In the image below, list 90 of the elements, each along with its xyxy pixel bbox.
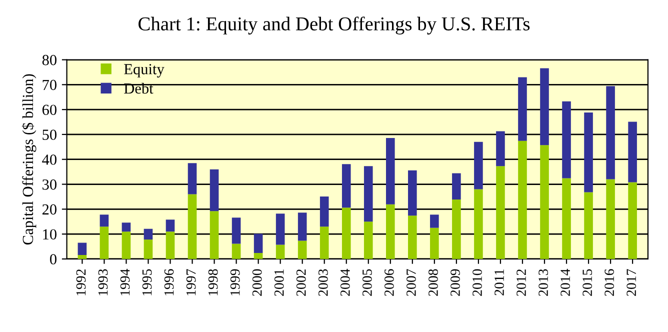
bar	[364, 222, 373, 259]
x-tick-label: 2002	[296, 269, 306, 296]
bar	[320, 196, 329, 227]
bar	[78, 242, 87, 255]
bar	[342, 164, 351, 208]
bar	[408, 216, 417, 259]
bar	[430, 228, 439, 259]
bar	[584, 192, 593, 259]
y-tick-label: 20	[42, 204, 56, 215]
bar	[430, 214, 439, 228]
legend-label: Equity	[124, 64, 164, 78]
bar	[386, 204, 395, 259]
bar	[628, 122, 637, 182]
bar	[122, 232, 131, 259]
bar	[298, 212, 307, 241]
bar	[188, 194, 197, 259]
bar	[606, 86, 615, 180]
y-tick-label: 10	[43, 229, 56, 240]
bar	[298, 240, 307, 259]
bar	[188, 163, 197, 194]
bar	[452, 199, 461, 259]
bar	[210, 211, 219, 259]
bar	[518, 77, 527, 141]
x-tick-label: 1994	[120, 268, 130, 296]
x-tick-label: 2000	[252, 269, 262, 296]
y-tick-label: 80	[42, 54, 56, 66]
bar	[122, 222, 131, 232]
y-tick-label: 0	[50, 254, 56, 264]
x-tick-label: 2003	[318, 269, 328, 296]
y-tick-label: 30	[42, 179, 56, 190]
bar	[232, 244, 241, 259]
chart-title: Chart 1: Equity and Debt Offerings by U.S. REITs	[138, 16, 530, 34]
bar	[496, 166, 505, 259]
bar	[452, 173, 461, 200]
x-tick-label: 2006	[384, 269, 394, 296]
x-tick-label: 1992	[76, 269, 86, 296]
bar	[474, 189, 483, 259]
bar	[540, 145, 549, 259]
y-tick-label: 40	[42, 154, 56, 165]
bar	[254, 234, 263, 253]
bar	[386, 138, 395, 204]
bar	[100, 214, 109, 227]
y-tick-label: 60	[42, 104, 56, 116]
x-tick-label: 2017	[626, 269, 636, 296]
x-tick-label: 2008	[428, 269, 438, 296]
bar	[474, 142, 483, 190]
y-axis-title: Capital Offerings ($ billion)	[22, 74, 36, 245]
bar	[78, 254, 87, 259]
x-tick-label: 2001	[274, 270, 284, 296]
bar	[408, 170, 417, 216]
bar	[584, 112, 593, 192]
bar	[606, 179, 615, 259]
x-tick-label: 2005	[362, 269, 372, 296]
bar	[232, 218, 241, 244]
x-tick-label: 2013	[538, 269, 548, 296]
bar	[166, 232, 175, 259]
bar	[628, 182, 637, 259]
bar	[210, 169, 219, 212]
x-tick-label: 1996	[164, 269, 174, 296]
bar	[562, 101, 571, 178]
x-tick-label: 1998	[208, 269, 218, 296]
bar	[144, 228, 153, 240]
x-tick-label: 2015	[582, 269, 592, 296]
bar	[320, 226, 329, 259]
bar	[540, 68, 549, 146]
bar	[100, 226, 109, 259]
x-tick-label: 2012	[516, 269, 526, 296]
bar	[496, 131, 505, 166]
bar	[254, 252, 263, 259]
x-tick-label: 2007	[406, 269, 416, 296]
y-tick-label: 70	[42, 80, 56, 90]
x-tick-label: 1995	[142, 269, 152, 296]
x-tick-label: 2014	[560, 268, 570, 296]
bar	[276, 244, 285, 259]
x-tick-label: 2009	[450, 269, 460, 296]
bar	[166, 220, 175, 232]
x-tick-label: 1999	[230, 269, 240, 296]
bar	[364, 166, 373, 222]
x-tick-label: 2010	[472, 269, 482, 296]
bar	[276, 214, 285, 245]
x-tick-label: 1993	[98, 269, 108, 296]
x-tick-label: 2004	[340, 268, 350, 296]
y-tick-label: 50	[42, 130, 56, 140]
x-tick-label: 2011	[494, 270, 504, 296]
bar	[518, 140, 527, 259]
x-tick-label: 1997	[186, 269, 196, 296]
bar	[562, 178, 571, 259]
bar	[144, 240, 153, 259]
x-tick-label: 2016	[604, 269, 614, 296]
bar	[342, 208, 351, 259]
